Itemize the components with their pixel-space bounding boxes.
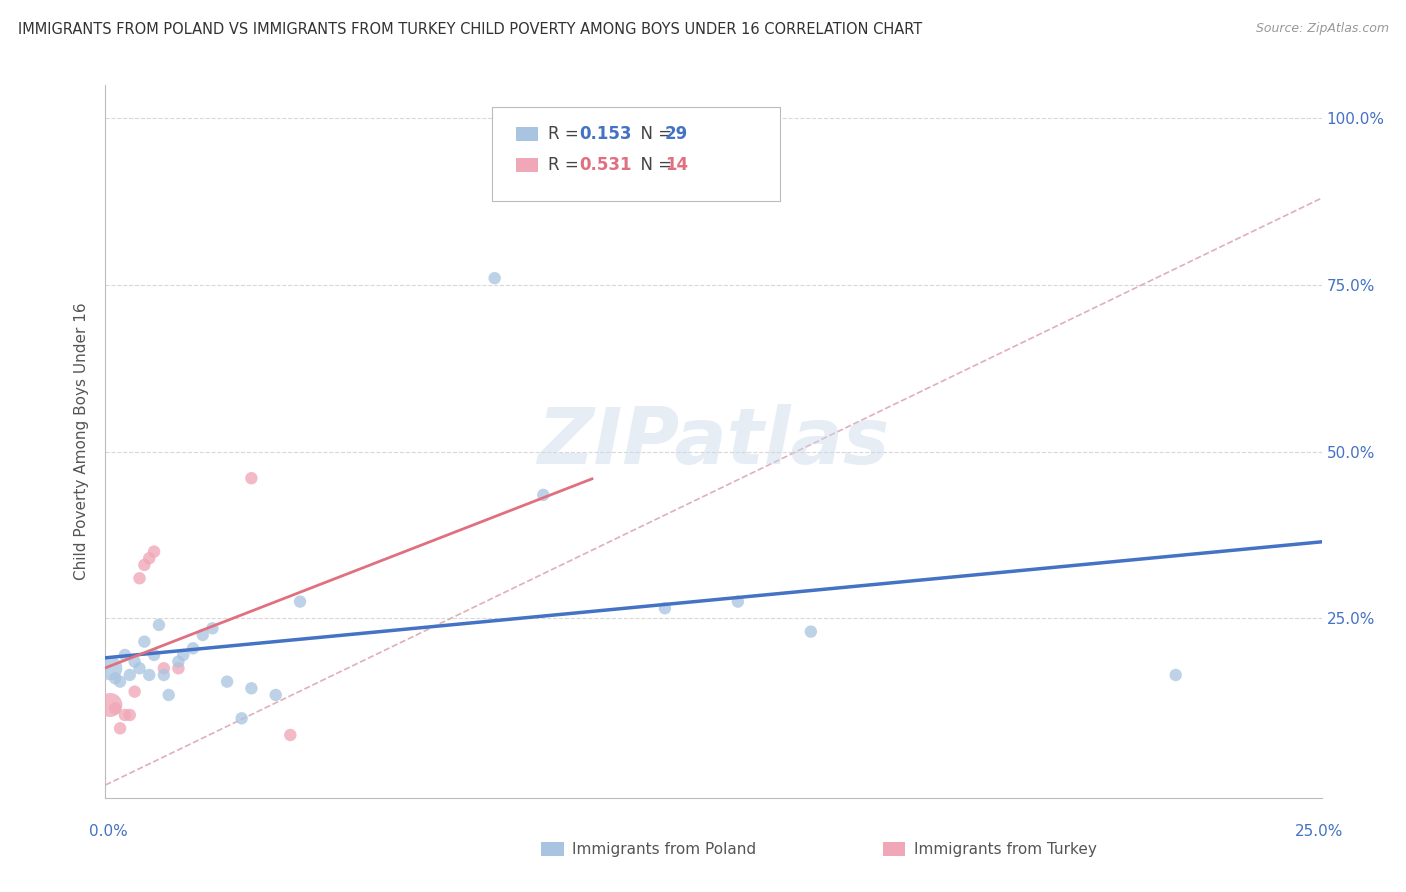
Point: [172, 648, 194, 662]
Point: [278, 728, 301, 742]
Y-axis label: Child Poverty Among Boys Under 16: Child Poverty Among Boys Under 16: [73, 302, 89, 581]
Point: [231, 711, 253, 725]
Point: [124, 655, 146, 669]
Point: [288, 594, 311, 608]
Point: [531, 488, 554, 502]
Text: ZIPatlas: ZIPatlas: [537, 403, 890, 480]
Text: R =: R =: [548, 156, 585, 174]
Text: 14: 14: [665, 156, 688, 174]
Text: N =: N =: [630, 156, 678, 174]
Point: [104, 701, 127, 715]
Point: [148, 618, 170, 632]
Point: [108, 721, 131, 735]
Text: 0.531: 0.531: [579, 156, 631, 174]
Point: [114, 648, 136, 662]
Point: [128, 571, 150, 585]
Text: 0.0%: 0.0%: [89, 824, 128, 838]
Point: [181, 641, 204, 656]
Point: [98, 661, 121, 675]
Text: R =: R =: [548, 125, 585, 143]
Point: [240, 471, 263, 485]
Point: [118, 708, 141, 723]
Point: [153, 661, 176, 675]
Text: 25.0%: 25.0%: [1295, 824, 1343, 838]
Point: [1164, 668, 1187, 682]
Text: 29: 29: [665, 125, 689, 143]
Point: [800, 624, 823, 639]
Point: [217, 674, 239, 689]
Text: 0.153: 0.153: [579, 125, 631, 143]
Point: [128, 661, 150, 675]
Point: [654, 601, 676, 615]
Point: [264, 688, 287, 702]
Text: Source: ZipAtlas.com: Source: ZipAtlas.com: [1256, 22, 1389, 36]
Point: [98, 698, 121, 712]
Point: [143, 648, 166, 662]
Point: [167, 661, 190, 675]
Point: [114, 708, 136, 723]
Point: [108, 674, 131, 689]
Text: Immigrants from Poland: Immigrants from Poland: [572, 842, 756, 856]
Point: [201, 621, 224, 635]
Point: [104, 671, 127, 685]
Point: [134, 634, 156, 648]
Point: [191, 628, 214, 642]
Point: [153, 668, 176, 682]
Text: IMMIGRANTS FROM POLAND VS IMMIGRANTS FROM TURKEY CHILD POVERTY AMONG BOYS UNDER : IMMIGRANTS FROM POLAND VS IMMIGRANTS FRO…: [18, 22, 922, 37]
Point: [484, 271, 506, 285]
Point: [124, 684, 146, 698]
Point: [138, 551, 160, 566]
Point: [167, 655, 190, 669]
Point: [157, 688, 180, 702]
Point: [727, 594, 749, 608]
Point: [240, 681, 263, 696]
Point: [138, 668, 160, 682]
Point: [134, 558, 156, 572]
Point: [118, 668, 141, 682]
Text: Immigrants from Turkey: Immigrants from Turkey: [914, 842, 1097, 856]
Text: N =: N =: [630, 125, 678, 143]
Point: [143, 544, 166, 558]
